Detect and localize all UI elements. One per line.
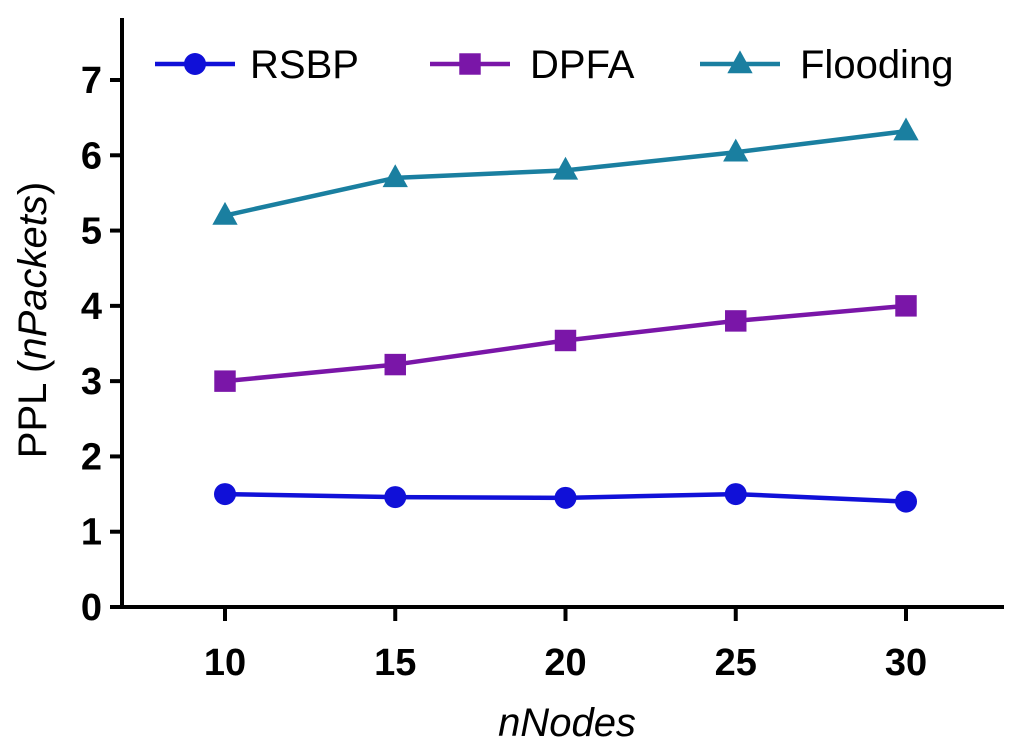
- legend-label-flooding: Flooding: [800, 43, 953, 87]
- legend-item-rsbp: RSBP: [155, 43, 359, 87]
- data-point-flooding: [212, 201, 238, 225]
- data-point-rsbp: [724, 483, 747, 506]
- series-rsbp: [214, 483, 917, 513]
- legend-label-dpfa: DPFA: [530, 43, 635, 87]
- data-point-flooding: [382, 164, 408, 188]
- plot-area: [212, 117, 919, 513]
- legend: RSBP DPFA Flooding: [155, 43, 953, 87]
- data-point-flooding: [552, 156, 579, 180]
- y-ticks: 0 1 2 3 4 5 6 7: [81, 60, 122, 629]
- legend-marker-flooding: [727, 50, 753, 74]
- legend-marker-dpfa: [459, 53, 481, 75]
- y-axis-title-italic: nPackets: [11, 195, 55, 360]
- x-tick-label: 30: [885, 642, 927, 684]
- data-point-rsbp: [554, 486, 577, 509]
- legend-item-dpfa: DPFA: [430, 43, 635, 87]
- y-tick-label: 0: [81, 587, 102, 629]
- y-tick-label: 4: [81, 286, 102, 328]
- series-dpfa: [214, 295, 917, 392]
- data-point-rsbp: [895, 490, 917, 513]
- y-axis-title-suffix: ): [11, 182, 55, 195]
- y-tick-label: 6: [81, 135, 102, 177]
- y-axis-title: PPL (nPackets): [11, 182, 55, 458]
- x-ticks: 10 15 20 25 30: [204, 607, 927, 684]
- data-point-flooding: [893, 117, 919, 141]
- data-point-flooding: [723, 138, 749, 162]
- y-tick-label: 3: [81, 361, 102, 403]
- axes: [120, 18, 1004, 609]
- x-tick-label: 25: [715, 642, 757, 684]
- y-tick-label: 5: [81, 211, 102, 253]
- y-tick-label: 2: [81, 436, 102, 478]
- y-axis-title-prefix: PPL (: [11, 359, 55, 458]
- x-axis-title: nNodes: [498, 701, 636, 745]
- y-tick-label: 7: [81, 60, 102, 102]
- x-tick-label: 15: [374, 642, 416, 684]
- legend-item-flooding: Flooding: [700, 43, 953, 87]
- data-point-dpfa: [895, 295, 917, 317]
- data-point-dpfa: [725, 310, 747, 332]
- x-tick-label: 10: [204, 642, 246, 684]
- series-flooding: [212, 117, 919, 225]
- y-tick-label: 1: [81, 512, 102, 554]
- legend-label-rsbp: RSBP: [250, 43, 359, 87]
- data-point-dpfa: [554, 329, 577, 352]
- data-point-dpfa: [214, 370, 236, 392]
- data-point-dpfa: [384, 353, 406, 376]
- x-tick-label: 20: [544, 642, 586, 684]
- data-point-rsbp: [384, 486, 407, 509]
- data-point-rsbp: [214, 483, 236, 506]
- legend-marker-rsbp: [184, 53, 206, 75]
